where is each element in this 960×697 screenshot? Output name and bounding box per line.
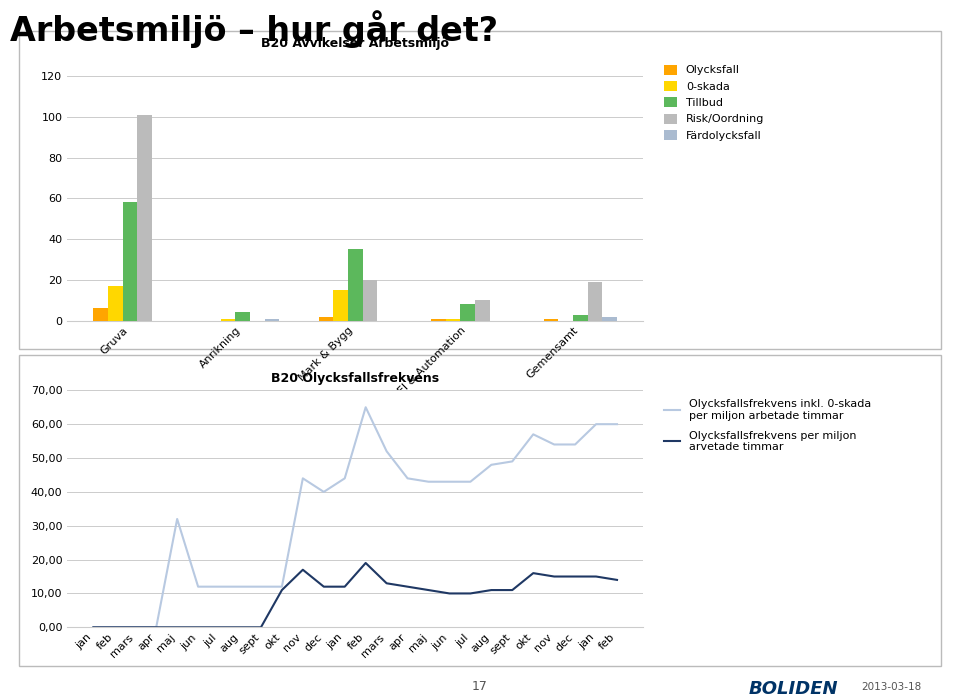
Title: B20 Avvikelser Arbetsmiljö: B20 Avvikelser Arbetsmiljö <box>261 38 449 50</box>
Olycksfallsfrekvens inkl. 0-skada
per miljon arbetade timmar <box>297 474 308 482</box>
Olycksfallsfrekvens per miljon
arvetade timmar <box>402 583 414 591</box>
Bar <box>573 314 588 321</box>
Olycksfallsfrekvens per miljon
arvetade timmar <box>360 559 372 567</box>
Olycksfallsfrekvens inkl. 0-skada
per miljon arbetade timmar <box>507 457 518 466</box>
Bar <box>333 290 348 321</box>
Olycksfallsfrekvens per miljon
arvetade timmar <box>108 623 120 631</box>
Line: Olycksfallsfrekvens per miljon
arvetade timmar: Olycksfallsfrekvens per miljon arvetade … <box>93 563 617 627</box>
Olycksfallsfrekvens inkl. 0-skada
per miljon arbetade timmar <box>151 623 162 631</box>
Olycksfallsfrekvens inkl. 0-skada
per miljon arbetade timmar <box>548 441 560 449</box>
Text: Arbetsmiljö – hur går det?: Arbetsmiljö – hur går det? <box>10 10 497 48</box>
Olycksfallsfrekvens inkl. 0-skada
per miljon arbetade timmar <box>318 488 329 496</box>
Olycksfallsfrekvens inkl. 0-skada
per miljon arbetade timmar <box>360 403 372 411</box>
Bar <box>319 316 333 321</box>
Olycksfallsfrekvens inkl. 0-skada
per miljon arbetade timmar <box>569 441 581 449</box>
Olycksfallsfrekvens inkl. 0-skada
per miljon arbetade timmar <box>444 477 455 486</box>
Olycksfallsfrekvens inkl. 0-skada
per miljon arbetade timmar <box>130 623 141 631</box>
Olycksfallsfrekvens inkl. 0-skada
per miljon arbetade timmar <box>87 623 99 631</box>
Bar <box>137 115 152 321</box>
Bar <box>235 312 250 321</box>
Line: Olycksfallsfrekvens inkl. 0-skada
per miljon arbetade timmar: Olycksfallsfrekvens inkl. 0-skada per mi… <box>93 407 617 627</box>
Olycksfallsfrekvens per miljon
arvetade timmar <box>590 572 602 581</box>
Olycksfallsfrekvens inkl. 0-skada
per miljon arbetade timmar <box>612 420 623 429</box>
Olycksfallsfrekvens inkl. 0-skada
per miljon arbetade timmar <box>486 461 497 469</box>
Olycksfallsfrekvens per miljon
arvetade timmar <box>612 576 623 584</box>
Olycksfallsfrekvens inkl. 0-skada
per miljon arbetade timmar <box>402 474 414 482</box>
Olycksfallsfrekvens per miljon
arvetade timmar <box>276 586 288 595</box>
Olycksfallsfrekvens inkl. 0-skada
per miljon arbetade timmar <box>590 420 602 429</box>
Olycksfallsfrekvens per miljon
arvetade timmar <box>507 586 518 595</box>
Olycksfallsfrekvens per miljon
arvetade timmar <box>255 623 267 631</box>
Olycksfallsfrekvens per miljon
arvetade timmar <box>444 589 455 597</box>
Olycksfallsfrekvens per miljon
arvetade timmar <box>318 583 329 591</box>
Text: BOLIDEN: BOLIDEN <box>749 680 838 697</box>
Bar <box>93 308 108 321</box>
Olycksfallsfrekvens inkl. 0-skada
per miljon arbetade timmar <box>108 623 120 631</box>
Olycksfallsfrekvens inkl. 0-skada
per miljon arbetade timmar <box>381 447 393 455</box>
Olycksfallsfrekvens per miljon
arvetade timmar <box>381 579 393 588</box>
Bar <box>602 316 617 321</box>
Bar <box>108 286 123 321</box>
Olycksfallsfrekvens inkl. 0-skada
per miljon arbetade timmar <box>527 430 539 438</box>
Olycksfallsfrekvens per miljon
arvetade timmar <box>151 623 162 631</box>
Olycksfallsfrekvens per miljon
arvetade timmar <box>422 586 434 595</box>
Olycksfallsfrekvens per miljon
arvetade timmar <box>87 623 99 631</box>
Olycksfallsfrekvens per miljon
arvetade timmar <box>297 565 308 574</box>
Bar <box>588 282 602 321</box>
Bar <box>461 305 475 321</box>
Olycksfallsfrekvens per miljon
arvetade timmar <box>569 572 581 581</box>
Olycksfallsfrekvens per miljon
arvetade timmar <box>213 623 225 631</box>
Olycksfallsfrekvens per miljon
arvetade timmar <box>548 572 560 581</box>
Olycksfallsfrekvens inkl. 0-skada
per miljon arbetade timmar <box>213 583 225 591</box>
Olycksfallsfrekvens inkl. 0-skada
per miljon arbetade timmar <box>234 583 246 591</box>
Bar <box>348 250 363 321</box>
Bar <box>431 319 445 321</box>
Legend: Olycksfallsfrekvens inkl. 0-skada
per miljon arbetade timmar, Olycksfallsfrekven: Olycksfallsfrekvens inkl. 0-skada per mi… <box>660 396 875 456</box>
Olycksfallsfrekvens inkl. 0-skada
per miljon arbetade timmar <box>172 515 183 523</box>
Olycksfallsfrekvens per miljon
arvetade timmar <box>234 623 246 631</box>
Olycksfallsfrekvens inkl. 0-skada
per miljon arbetade timmar <box>339 474 350 482</box>
Bar <box>445 319 461 321</box>
Olycksfallsfrekvens per miljon
arvetade timmar <box>465 589 476 597</box>
Olycksfallsfrekvens inkl. 0-skada
per miljon arbetade timmar <box>255 583 267 591</box>
Olycksfallsfrekvens per miljon
arvetade timmar <box>130 623 141 631</box>
Bar <box>265 319 279 321</box>
Text: 17: 17 <box>472 680 488 693</box>
Olycksfallsfrekvens inkl. 0-skada
per miljon arbetade timmar <box>465 477 476 486</box>
Olycksfallsfrekvens inkl. 0-skada
per miljon arbetade timmar <box>192 583 204 591</box>
Bar <box>543 319 559 321</box>
Olycksfallsfrekvens per miljon
arvetade timmar <box>172 623 183 631</box>
Text: 2013-03-18: 2013-03-18 <box>861 682 922 692</box>
Olycksfallsfrekvens per miljon
arvetade timmar <box>339 583 350 591</box>
Olycksfallsfrekvens inkl. 0-skada
per miljon arbetade timmar <box>276 583 288 591</box>
Olycksfallsfrekvens per miljon
arvetade timmar <box>486 586 497 595</box>
Bar <box>221 319 235 321</box>
Title: B20 Olycksfallsfrekvens: B20 Olycksfallsfrekvens <box>271 372 440 385</box>
Bar <box>363 280 377 321</box>
Legend: Olycksfall, 0-skada, Tillbud, Risk/Oordning, Färdolycksfall: Olycksfall, 0-skada, Tillbud, Risk/Oordn… <box>660 61 768 144</box>
Bar <box>123 202 137 321</box>
Olycksfallsfrekvens inkl. 0-skada
per miljon arbetade timmar <box>422 477 434 486</box>
Bar <box>475 300 490 321</box>
Olycksfallsfrekvens per miljon
arvetade timmar <box>192 623 204 631</box>
Olycksfallsfrekvens per miljon
arvetade timmar <box>527 569 539 577</box>
